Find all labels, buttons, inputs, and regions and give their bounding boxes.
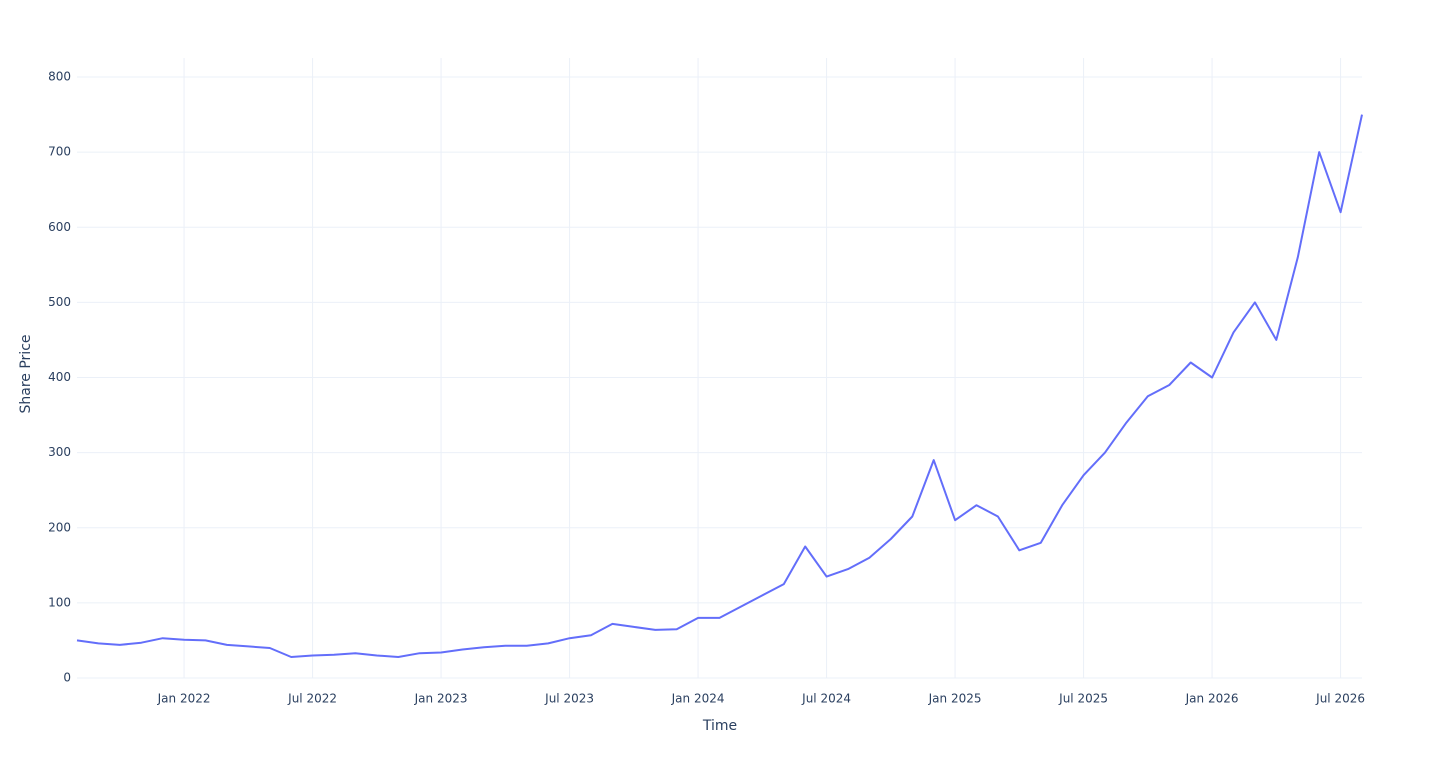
y-axis-title: Share Price — [18, 334, 34, 413]
x-tick-label: Jul 2025 — [1058, 692, 1108, 706]
x-tick-label: Jan 2023 — [414, 692, 468, 706]
x-tick-label: Jan 2024 — [671, 692, 725, 706]
y-tick-label: 100 — [48, 595, 71, 609]
y-tick-label: 500 — [48, 295, 71, 309]
y-tick-label: 300 — [48, 445, 71, 459]
y-tick-label: 700 — [48, 145, 71, 159]
x-tick-label: Jul 2026 — [1315, 692, 1365, 706]
line-series — [76, 114, 1363, 658]
x-tick-label: Jan 2026 — [1185, 692, 1239, 706]
y-tick-label: 200 — [48, 520, 71, 534]
x-axis-title: Time — [702, 718, 737, 734]
x-tick-label: Jul 2022 — [287, 692, 337, 706]
y-tick-label: 800 — [48, 70, 71, 84]
y-tick-label: 600 — [48, 220, 71, 234]
y-tick-label: 400 — [48, 370, 71, 384]
x-tick-label: Jan 2025 — [928, 692, 982, 706]
x-tick-label: Jan 2022 — [157, 692, 211, 706]
x-tick-label: Jul 2024 — [801, 692, 851, 706]
y-tick-label: 0 — [63, 671, 71, 685]
x-tick-label: Jul 2023 — [544, 692, 594, 706]
